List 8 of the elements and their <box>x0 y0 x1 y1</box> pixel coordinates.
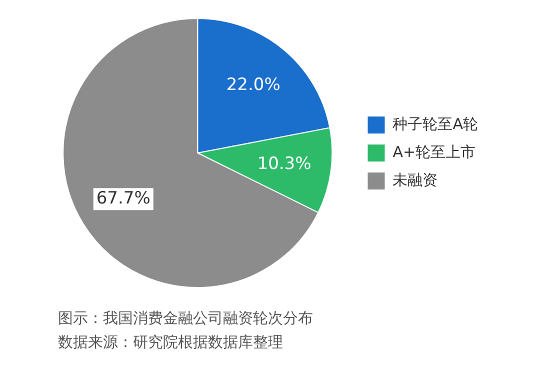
legend-label: 未融资 <box>392 170 438 189</box>
data-label: 22.0% <box>226 75 280 96</box>
data-label: 10.3% <box>257 154 312 174</box>
text: 图示：我国消费金融公司融资轮次分布 <box>58 308 314 329</box>
source-note: 数据来源：研究院根据数据库整理 <box>58 332 284 353</box>
data-label: 67.7% <box>96 188 150 209</box>
legend-label: 种子轮至A轮 <box>392 114 478 133</box>
legend-label: A+轮至上市 <box>392 142 476 161</box>
